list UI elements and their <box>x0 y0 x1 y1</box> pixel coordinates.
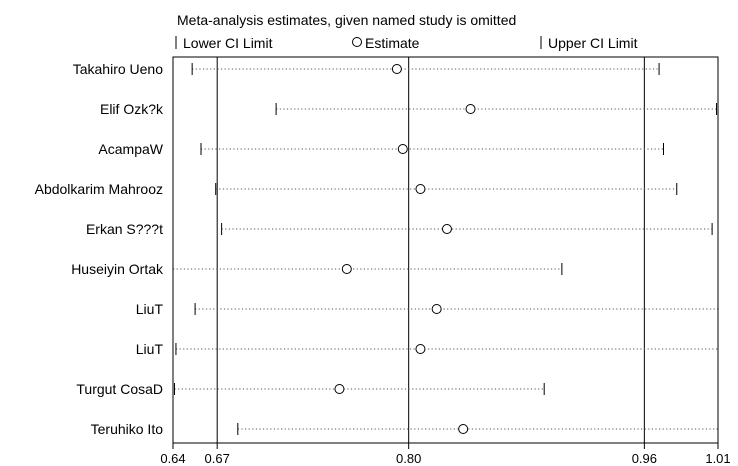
study-label: LiuT <box>136 301 164 317</box>
plot-frame <box>172 56 719 444</box>
x-axis-ticks: 0.64 0.67 0.80 0.96 1.01 <box>160 443 731 466</box>
estimate-marker <box>441 224 452 234</box>
x-tick-label-2: 0.80 <box>396 451 421 466</box>
chart-title: Meta-analysis estimates, given named stu… <box>177 12 516 28</box>
study-label: Takahiro Ueno <box>73 61 163 77</box>
study-label: Abdolkarim Mahrooz <box>35 181 163 197</box>
study-label: AcampaW <box>98 141 163 157</box>
study-row: Teruhiko Ito <box>91 421 719 437</box>
x-tick-label-1: 0.67 <box>205 451 230 466</box>
estimate-marker <box>431 304 442 314</box>
study-label: Erkan S???t <box>86 221 163 237</box>
x-tick-label-4: 1.01 <box>705 451 730 466</box>
study-row: Huseiyin Ortak <box>71 261 563 277</box>
legend-estimate-marker <box>352 37 362 47</box>
estimate-marker <box>341 264 352 274</box>
legend-lower-label: Lower CI Limit <box>183 35 273 51</box>
legend: Lower CI Limit Estimate Upper CI Limit <box>175 35 638 51</box>
legend-upper-label: Upper CI Limit <box>548 35 638 51</box>
x-tick-label-3: 0.96 <box>632 451 657 466</box>
study-label: Teruhiko Ito <box>91 421 164 437</box>
estimate-marker <box>465 104 476 114</box>
estimate-marker <box>415 184 426 194</box>
estimate-marker <box>458 424 469 434</box>
study-row: Abdolkarim Mahrooz <box>35 181 678 197</box>
x-tick-label-0: 0.64 <box>160 451 185 466</box>
study-row: LiuT <box>136 341 719 357</box>
study-label: Turgut CosaD <box>76 381 163 397</box>
study-row: Takahiro Ueno <box>73 61 660 77</box>
study-row: LiuT <box>136 301 719 317</box>
estimate-marker <box>397 144 408 154</box>
study-label: Elif Ozk?k <box>100 101 164 117</box>
study-row: Turgut CosaD <box>76 381 545 397</box>
estimate-marker <box>391 64 402 74</box>
study-rows: Takahiro Ueno Elif Ozk?k AcampaW Abdolkarim… <box>35 61 719 437</box>
reference-lines <box>216 57 645 443</box>
study-row: Elif Ozk?k <box>100 101 718 117</box>
study-label: LiuT <box>136 341 164 357</box>
legend-estimate-label: Estimate <box>365 35 420 51</box>
estimate-marker <box>415 344 426 354</box>
study-row: AcampaW <box>98 141 664 157</box>
study-label: Huseiyin Ortak <box>71 261 164 277</box>
study-row: Erkan S???t <box>86 221 713 237</box>
estimate-marker <box>334 384 345 394</box>
